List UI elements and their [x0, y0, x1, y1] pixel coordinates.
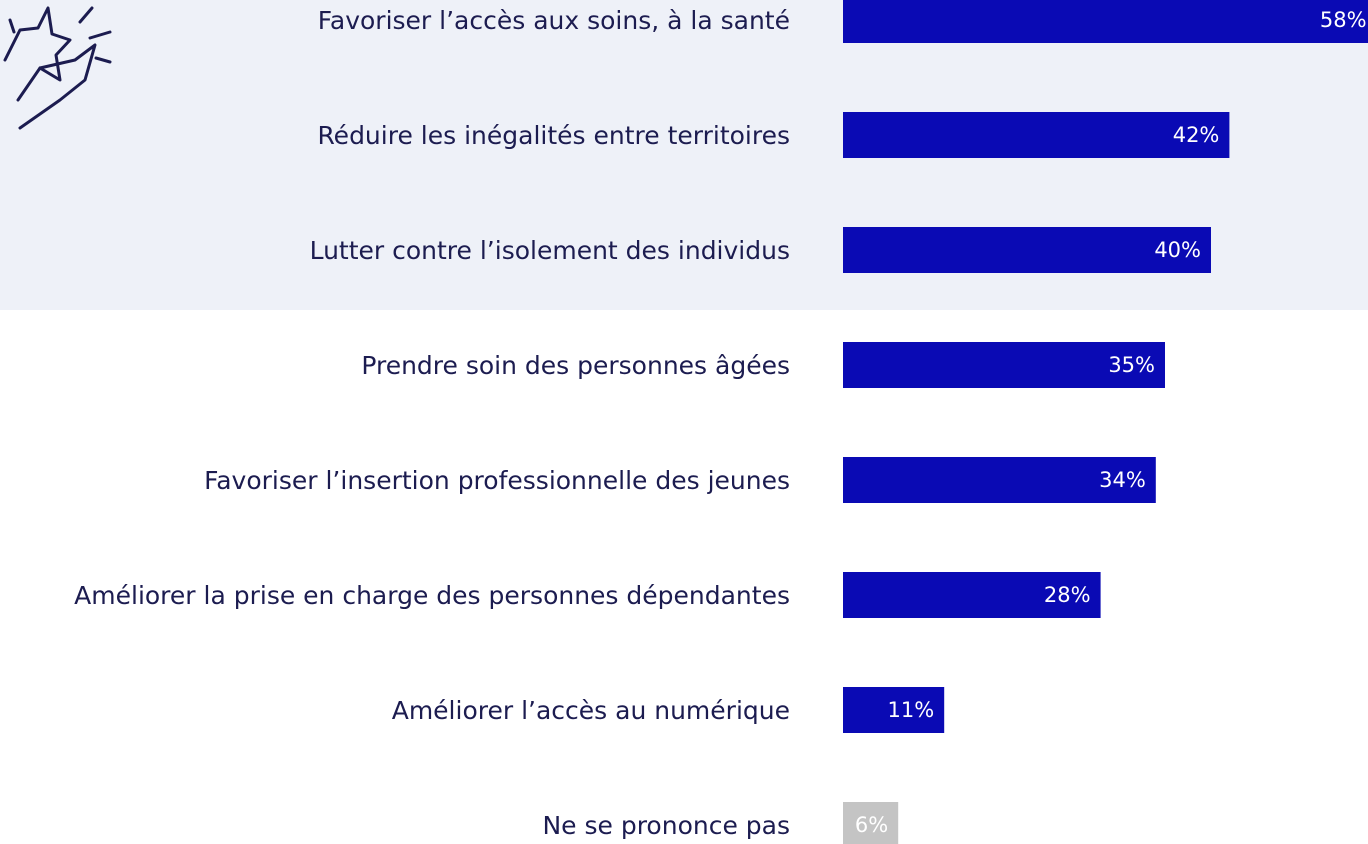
- bar: [843, 112, 1230, 158]
- bar: [843, 227, 1211, 273]
- category-label: Ne se prononce pas: [542, 811, 790, 840]
- bar: [843, 802, 899, 844]
- category-label: Réduire les inégalités entre territoires: [317, 121, 790, 150]
- value-label: 34%: [1099, 468, 1146, 492]
- value-label: 11%: [888, 698, 935, 722]
- category-label: Améliorer l’accès au numérique: [392, 696, 790, 725]
- bar: [843, 687, 945, 733]
- category-label: Lutter contre l’isolement des individus: [310, 236, 790, 265]
- value-label: 6%: [855, 813, 888, 837]
- value-label: 28%: [1044, 583, 1091, 607]
- bar: [843, 0, 1368, 43]
- value-label: 40%: [1154, 238, 1201, 262]
- value-label: 42%: [1173, 123, 1220, 147]
- bar: [843, 572, 1101, 618]
- bar: [843, 342, 1165, 388]
- bar: [843, 457, 1156, 503]
- category-label: Améliorer la prise en charge des personn…: [74, 581, 790, 610]
- category-label: Favoriser l’insertion professionnelle de…: [204, 466, 790, 495]
- hands-icon: [3, 6, 112, 130]
- category-label: Prendre soin des personnes âgées: [361, 351, 790, 380]
- value-label: 35%: [1108, 353, 1155, 377]
- category-label: Favoriser l’accès aux soins, à la santé: [318, 6, 790, 35]
- value-label: 58%: [1320, 8, 1367, 32]
